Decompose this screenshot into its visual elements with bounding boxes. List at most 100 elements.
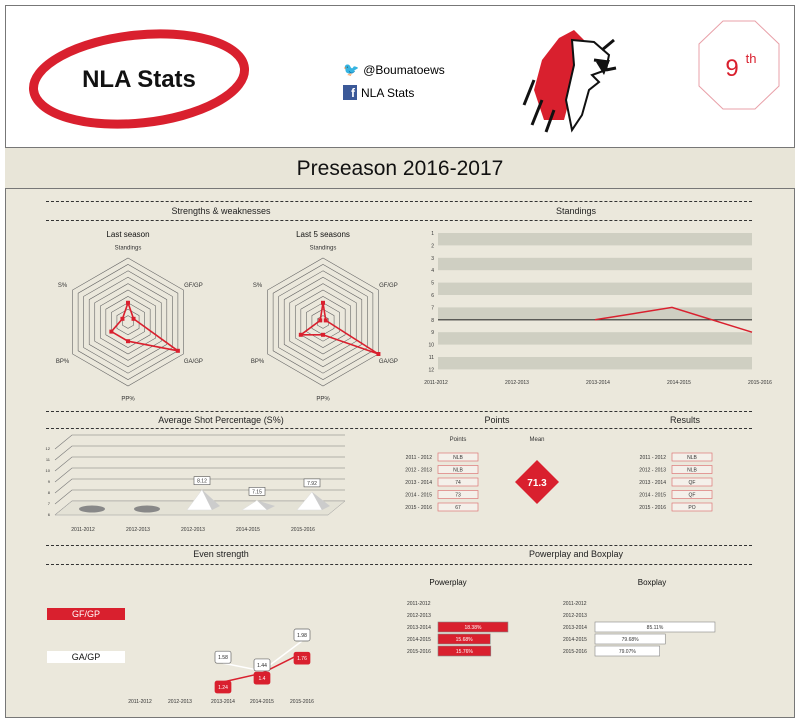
x-tick-label: 2015-2016: [291, 527, 315, 533]
category-label: 2011-2012: [563, 601, 587, 607]
y-tick-label: 3: [431, 256, 434, 262]
category-label: 2013-2014: [407, 625, 431, 631]
standings-band: [438, 332, 752, 345]
empty-bar: [79, 505, 105, 513]
category-label: 2015-2016: [563, 649, 587, 655]
radar-axis-label: BP%: [251, 359, 265, 365]
header: NLA Stats 🐦 @Boumatoews f NLA Stats 9 th: [5, 5, 795, 148]
data-label: 7.92: [307, 481, 317, 487]
divider: [46, 564, 752, 565]
bar: [437, 633, 491, 645]
value-text: 67: [455, 505, 461, 511]
radar-axis-label: GF/GP: [379, 283, 398, 289]
radar-axis-label: GA/GP: [184, 359, 203, 365]
grid-line: [54, 445, 345, 461]
y-tick-label: 12: [428, 367, 434, 373]
pyramid-side: [257, 500, 275, 510]
bar: [437, 645, 492, 657]
twitter-link[interactable]: 🐦 @Boumatoews: [343, 62, 445, 77]
value-text: NLB: [687, 455, 697, 461]
data-point-box: [253, 671, 271, 685]
even-title: Even strength: [193, 549, 249, 559]
y-tick-label: 1: [431, 231, 434, 237]
value-text: QF: [689, 480, 696, 486]
rank-badge: 9 th: [698, 20, 780, 110]
y-tick-label: 8: [431, 318, 434, 324]
value-box: [437, 477, 479, 487]
x-tick-label: 2015-2016: [290, 699, 314, 705]
radar-point: [321, 300, 325, 305]
radar-ring: [105, 296, 151, 348]
bar-label: 79.68%: [622, 637, 640, 643]
radar-axis-label: GA/GP: [379, 359, 398, 365]
page-title: Preseason 2016-2017: [5, 147, 795, 189]
category-label: 2012-2013: [563, 613, 587, 619]
facebook-link[interactable]: f NLA Stats: [343, 85, 414, 100]
y-tick-label: 4: [431, 268, 434, 274]
radar-ring: [278, 270, 368, 374]
radar-ring: [83, 270, 173, 374]
x-tick-label: 2011-2012: [424, 380, 448, 386]
radar-axis-label: BP%: [56, 359, 70, 365]
value-box: [437, 490, 479, 499]
radar-axis-label: Standings: [310, 245, 337, 251]
standings-band: [438, 282, 752, 295]
radar-axis-label: S%: [58, 283, 68, 289]
value-text: NLB: [687, 468, 697, 474]
x-tick-label: 2011-2012: [71, 527, 95, 533]
data-point-box: [253, 658, 271, 672]
y-tick-label: 7: [48, 501, 51, 506]
radar-axis-label: S%: [253, 283, 263, 289]
y-tick-label: 6: [48, 512, 51, 517]
x-tick-label: 2014-2015: [250, 699, 274, 705]
value-text: NLB: [453, 468, 463, 474]
radar-axis-label: PP%: [316, 397, 330, 403]
y-tick-label: 6: [431, 293, 434, 299]
y-tick-label: 10: [46, 468, 51, 473]
bar: [594, 645, 660, 657]
radar-point: [109, 329, 114, 334]
radar-point: [131, 316, 136, 321]
standings-band: [438, 357, 752, 370]
svg-text:9: 9: [725, 55, 738, 82]
season-label: 2013 - 2014: [405, 480, 432, 486]
value-box: [437, 452, 479, 462]
standings-band: [438, 257, 752, 271]
season-label: 2013 - 2014: [639, 480, 666, 486]
mean-label: Mean: [529, 437, 544, 443]
bar-label: 18.38%: [464, 625, 482, 631]
value-box: [671, 502, 713, 512]
bar-chart-title: Powerplay: [429, 578, 466, 587]
season-label: 2012 - 2013: [639, 468, 666, 474]
y-tick-label: 7: [431, 305, 434, 311]
value-box: [437, 465, 479, 474]
radar-point: [323, 318, 328, 323]
divider: [46, 220, 752, 221]
data-label-box: [193, 476, 211, 485]
divider: [46, 201, 752, 202]
pyramid-side: [312, 491, 330, 510]
radar-ring: [72, 257, 184, 387]
season-label: 2011 - 2012: [406, 455, 433, 461]
category-label: 2015-2016: [407, 649, 431, 655]
season-label: 2015 - 2016: [405, 505, 432, 511]
standings-band: [438, 307, 752, 320]
x-tick-label: 2014-2015: [236, 527, 260, 533]
data-point-box: [293, 651, 311, 665]
y-tick-label: 12: [46, 446, 51, 451]
svg-text:NLA Stats: NLA Stats: [82, 66, 196, 93]
radar-title: Last season: [106, 230, 149, 239]
radar-ring: [99, 289, 157, 355]
radar-ring: [94, 283, 162, 361]
radar-ring: [111, 302, 145, 342]
y-tick-label: 8: [48, 490, 51, 495]
y-tick-label: 9: [431, 330, 434, 336]
data-point-box: [214, 680, 232, 694]
bar: [594, 621, 716, 633]
category-label: 2011-2012: [407, 601, 431, 607]
bar-chart-title: Boxplay: [638, 578, 666, 587]
grid-line: [54, 478, 345, 494]
data-label-box: [303, 478, 321, 488]
bar-label: 15.68%: [456, 637, 474, 643]
value-box: [671, 452, 713, 462]
